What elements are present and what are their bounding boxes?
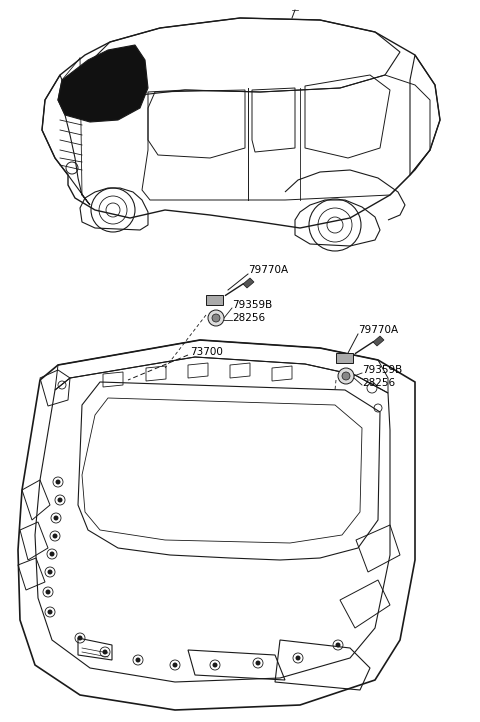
Polygon shape — [58, 45, 148, 122]
Circle shape — [336, 643, 340, 648]
Text: 79770A: 79770A — [248, 265, 288, 275]
Circle shape — [52, 534, 58, 539]
Circle shape — [46, 589, 50, 594]
Text: 79359B: 79359B — [362, 365, 402, 375]
Circle shape — [212, 314, 220, 322]
Circle shape — [48, 570, 52, 575]
Circle shape — [56, 479, 60, 484]
Circle shape — [58, 497, 62, 503]
Circle shape — [342, 372, 350, 380]
Polygon shape — [243, 278, 254, 288]
Circle shape — [49, 552, 55, 557]
Circle shape — [103, 650, 108, 655]
Circle shape — [172, 663, 178, 668]
Circle shape — [208, 310, 224, 326]
Text: 28256: 28256 — [362, 378, 395, 388]
Circle shape — [338, 368, 354, 384]
Polygon shape — [206, 295, 223, 305]
Circle shape — [48, 609, 52, 614]
Circle shape — [53, 516, 59, 521]
Circle shape — [213, 663, 217, 668]
Text: 79359B: 79359B — [232, 300, 272, 310]
Circle shape — [135, 658, 141, 663]
Text: 28256: 28256 — [232, 313, 265, 323]
Circle shape — [77, 635, 83, 640]
Polygon shape — [336, 353, 353, 363]
Circle shape — [296, 656, 300, 661]
Circle shape — [255, 661, 261, 666]
Text: 79770A: 79770A — [358, 325, 398, 335]
Polygon shape — [373, 336, 384, 346]
Text: 73700: 73700 — [190, 347, 223, 357]
